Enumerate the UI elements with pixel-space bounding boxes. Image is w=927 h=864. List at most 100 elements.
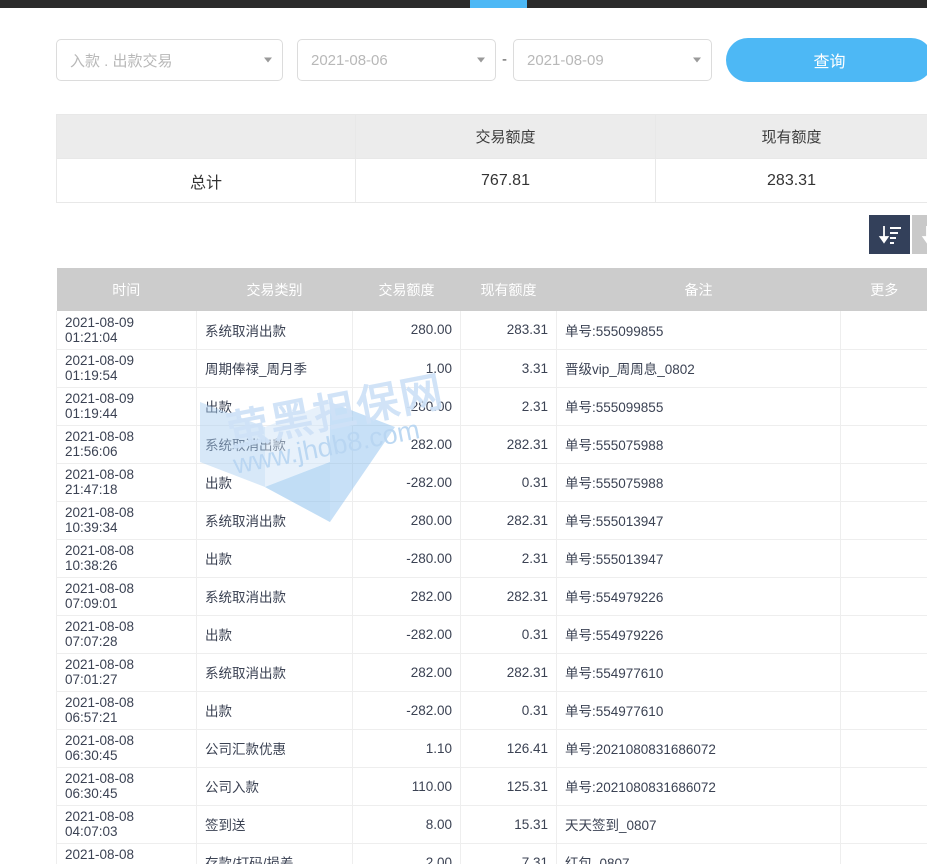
cell-amount: 280.00 [352, 311, 461, 350]
summary-current-total: 283.31 [655, 158, 927, 203]
cell-more [840, 387, 927, 426]
cell-more [840, 501, 927, 540]
table-row[interactable]: 2021-08-09 01:19:54 周期俸禄_周月季 1.00 3.31 晋级vip… [56, 349, 927, 388]
date-from-value: 2021-08-06 [311, 51, 388, 69]
cell-type: 出款 [196, 691, 353, 730]
cell-time: 2021-08-08 04:07:03 [56, 805, 197, 844]
cell-time: 2021-08-08 07:01:27 [56, 653, 197, 692]
summary-row-label: 总计 [56, 158, 356, 203]
cell-note: 单号:555013947 [556, 539, 841, 578]
header-note[interactable]: 备注 [556, 268, 841, 311]
cell-note: 单号:554979226 [556, 577, 841, 616]
cell-balance: 282.31 [460, 425, 557, 464]
cell-type: 出款 [196, 387, 353, 426]
filter-bar: 入款 . 出款交易 2021-08-06 - 2021-08-09 查询 [56, 38, 927, 82]
date-from-select[interactable]: 2021-08-06 [297, 39, 496, 81]
cell-balance: 0.31 [460, 463, 557, 502]
sort-descending-button[interactable] [869, 215, 910, 254]
cell-balance: 15.31 [460, 805, 557, 844]
cell-more [840, 615, 927, 654]
cell-amount: 280.00 [352, 501, 461, 540]
cell-more [840, 349, 927, 388]
cell-time: 2021-08-08 07:07:28 [56, 615, 197, 654]
header-time[interactable]: 时间 [56, 268, 197, 311]
cell-note: 单号:554977610 [556, 691, 841, 730]
table-row[interactable]: 2021-08-08 21:47:18 出款 -282.00 0.31 单号:55507… [56, 463, 927, 502]
top-bar [0, 0, 927, 8]
header-type[interactable]: 交易类别 [196, 268, 353, 311]
table-row[interactable]: 2021-08-08 10:38:26 出款 -280.00 2.31 单号:55501… [56, 539, 927, 578]
cell-more [840, 843, 927, 864]
cell-time: 2021-08-09 01:19:54 [56, 349, 197, 388]
cell-note: 单号:555099855 [556, 387, 841, 426]
transaction-type-value: 入款 . 出款交易 [70, 52, 173, 70]
cell-type: 签到送 [196, 805, 353, 844]
header-balance[interactable]: 现有额度 [460, 268, 557, 311]
active-tab-indicator[interactable] [470, 0, 527, 8]
cell-amount: 110.00 [352, 767, 461, 806]
summary-header-row: 交易额度 现有额度 [56, 114, 927, 159]
cell-more [840, 425, 927, 464]
cell-balance: 282.31 [460, 577, 557, 616]
cell-balance: 283.31 [460, 311, 557, 350]
table-body: 2021-08-09 01:21:04 系统取消出款 280.00 283.31 单号:… [56, 311, 927, 864]
sort-controls [869, 215, 927, 254]
table-header-row: 时间 交易类别 交易额度 现有额度 备注 更多 [56, 268, 927, 311]
transaction-type-select[interactable]: 入款 . 出款交易 [56, 39, 283, 81]
date-to-select[interactable]: 2021-08-09 [513, 39, 712, 81]
sort-ascending-icon [921, 225, 927, 244]
table-row[interactable]: 2021-08-08 10:39:34 系统取消出款 280.00 282.31 单号:… [56, 501, 927, 540]
cell-amount: 1.10 [352, 729, 461, 768]
table-row[interactable]: 2021-08-08 04:07:00存款/打码/损差2.007.31红包_08… [56, 843, 927, 864]
query-button[interactable]: 查询 [726, 38, 927, 82]
cell-more [840, 653, 927, 692]
cell-time: 2021-08-08 06:30:45 [56, 767, 197, 806]
cell-note: 单号:555013947 [556, 501, 841, 540]
summary-header-blank [56, 114, 356, 159]
date-range-separator: - [502, 51, 507, 68]
cell-time: 2021-08-09 01:21:04 [56, 311, 197, 350]
table-row[interactable]: 2021-08-08 06:30:45 公司汇款优惠 1.10 126.41 单号:20… [56, 729, 927, 768]
cell-more [840, 577, 927, 616]
header-amount[interactable]: 交易额度 [352, 268, 461, 311]
cell-balance: 282.31 [460, 653, 557, 692]
cell-balance: 2.31 [460, 539, 557, 578]
cell-more [840, 767, 927, 806]
cell-amount: -280.00 [352, 539, 461, 578]
cell-balance: 2.31 [460, 387, 557, 426]
cell-more [840, 311, 927, 350]
header-more[interactable]: 更多 [840, 268, 927, 311]
table-row[interactable]: 2021-08-08 07:09:01 系统取消出款 282.00 282.31 单号:… [56, 577, 927, 616]
cell-note: 单号:555075988 [556, 463, 841, 502]
table-row[interactable]: 2021-08-08 07:07:28 出款 -282.00 0.31 单号:55497… [56, 615, 927, 654]
summary-total-row: 总计 767.81 283.31 [56, 158, 927, 203]
cell-time: 2021-08-08 06:30:45 [56, 729, 197, 768]
cell-type: 周期俸禄_周月季 [196, 349, 353, 388]
table-row[interactable]: 2021-08-08 06:57:21 出款 -282.00 0.31 单号:55497… [56, 691, 927, 730]
transactions-table: 时间 交易类别 交易额度 现有额度 备注 更多 2021-08-09 01:21… [56, 268, 927, 864]
cell-balance: 0.31 [460, 615, 557, 654]
cell-time: 2021-08-08 07:09:01 [56, 577, 197, 616]
table-row[interactable]: 2021-08-08 21:56:06 系统取消出款 282.00 282.31 单号:… [56, 425, 927, 464]
table-row[interactable]: 2021-08-08 07:01:27 系统取消出款 282.00 282.31 单号:… [56, 653, 927, 692]
cell-balance: 0.31 [460, 691, 557, 730]
table-row[interactable]: 2021-08-09 01:19:44 出款 -280.00 2.31 单号:55509… [56, 387, 927, 426]
date-to-value: 2021-08-09 [527, 51, 604, 69]
cell-balance: 282.31 [460, 501, 557, 540]
cell-note: 单号:554979226 [556, 615, 841, 654]
cell-time: 2021-08-08 04:07:00 [56, 843, 197, 864]
cell-type: 出款 [196, 463, 353, 502]
cell-balance: 3.31 [460, 349, 557, 388]
table-row[interactable]: 2021-08-09 01:21:04 系统取消出款 280.00 283.31 单号:… [56, 311, 927, 350]
cell-amount: -282.00 [352, 691, 461, 730]
sort-ascending-button[interactable] [912, 215, 927, 254]
cell-note: 晋级vip_周周息_0802 [556, 349, 841, 388]
summary-header-transaction: 交易额度 [355, 114, 656, 159]
cell-amount: 1.00 [352, 349, 461, 388]
table-row[interactable]: 2021-08-08 04:07:03 签到送 8.00 15.31 天天签到_0807 [56, 805, 927, 844]
cell-amount: 282.00 [352, 425, 461, 464]
cell-type: 公司入款 [196, 767, 353, 806]
cell-more [840, 463, 927, 502]
table-row[interactable]: 2021-08-08 06:30:45 公司入款 110.00 125.31 单号:20… [56, 767, 927, 806]
